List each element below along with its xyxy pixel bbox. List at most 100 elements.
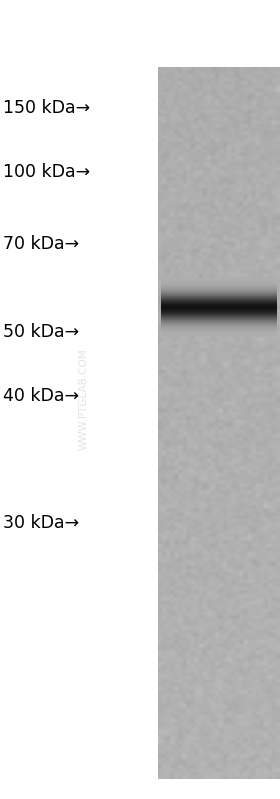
Bar bbox=[161, 317, 277, 318]
Bar bbox=[161, 322, 277, 323]
Bar bbox=[161, 293, 277, 294]
Bar bbox=[161, 297, 277, 298]
Bar bbox=[161, 293, 277, 294]
Bar bbox=[161, 325, 277, 326]
Bar bbox=[161, 321, 277, 322]
Bar bbox=[161, 286, 277, 287]
Bar bbox=[161, 290, 277, 291]
Bar bbox=[161, 304, 277, 305]
Bar bbox=[161, 281, 277, 283]
Bar bbox=[161, 323, 277, 324]
Bar bbox=[161, 305, 277, 306]
Bar bbox=[161, 324, 277, 325]
Bar bbox=[161, 334, 277, 336]
Bar bbox=[161, 303, 277, 304]
Bar bbox=[161, 287, 277, 288]
Bar bbox=[161, 322, 277, 323]
Bar bbox=[161, 314, 277, 315]
Bar bbox=[161, 318, 277, 320]
Bar bbox=[161, 321, 277, 322]
Bar bbox=[161, 291, 277, 292]
Bar bbox=[158, 68, 280, 779]
Bar bbox=[161, 321, 277, 322]
Bar bbox=[161, 307, 277, 308]
Bar bbox=[161, 333, 277, 334]
Bar bbox=[161, 286, 277, 287]
Bar bbox=[161, 302, 277, 303]
Bar bbox=[161, 330, 277, 331]
Bar bbox=[161, 312, 277, 313]
Bar bbox=[161, 306, 277, 307]
Bar bbox=[161, 323, 277, 324]
Bar bbox=[161, 329, 277, 330]
Bar bbox=[161, 309, 277, 310]
Bar bbox=[161, 298, 277, 299]
Bar bbox=[161, 316, 277, 317]
Bar bbox=[161, 280, 277, 282]
Bar bbox=[161, 302, 277, 304]
Bar bbox=[161, 300, 277, 301]
Bar bbox=[161, 316, 277, 317]
Bar bbox=[161, 327, 277, 328]
Bar bbox=[161, 279, 277, 280]
Bar bbox=[161, 281, 277, 282]
Bar bbox=[161, 315, 277, 316]
Bar bbox=[161, 301, 277, 302]
Bar bbox=[161, 317, 277, 318]
Bar bbox=[161, 331, 277, 332]
Bar bbox=[161, 332, 277, 334]
Bar bbox=[161, 299, 277, 300]
Bar bbox=[161, 327, 277, 328]
Bar bbox=[161, 331, 277, 332]
Bar bbox=[161, 313, 277, 315]
Bar bbox=[161, 285, 277, 286]
Bar bbox=[161, 335, 277, 336]
Bar bbox=[161, 301, 277, 302]
Bar bbox=[161, 324, 277, 325]
Bar bbox=[161, 330, 277, 331]
Bar bbox=[161, 292, 277, 293]
Bar bbox=[161, 282, 277, 284]
Bar bbox=[161, 324, 277, 326]
Bar bbox=[161, 298, 277, 299]
Bar bbox=[161, 292, 277, 294]
Bar bbox=[161, 314, 277, 315]
Bar bbox=[161, 280, 277, 281]
Bar bbox=[161, 308, 277, 309]
Bar bbox=[161, 284, 277, 286]
Bar bbox=[161, 307, 277, 308]
Bar bbox=[161, 324, 277, 325]
Bar bbox=[161, 328, 277, 329]
Bar bbox=[161, 293, 277, 295]
Bar bbox=[161, 300, 277, 302]
Bar bbox=[161, 318, 277, 319]
Bar bbox=[161, 300, 277, 301]
Bar bbox=[161, 311, 277, 312]
Bar bbox=[161, 305, 277, 307]
Bar bbox=[161, 316, 277, 317]
Bar bbox=[161, 296, 277, 297]
Bar bbox=[161, 299, 277, 300]
Bar bbox=[161, 318, 277, 319]
Bar bbox=[161, 326, 277, 327]
Bar bbox=[161, 326, 277, 327]
Bar bbox=[161, 333, 277, 335]
Bar bbox=[161, 290, 277, 291]
Bar bbox=[161, 288, 277, 289]
Bar bbox=[161, 330, 277, 331]
Bar bbox=[161, 335, 277, 336]
Bar bbox=[161, 303, 277, 304]
Bar bbox=[161, 295, 277, 296]
Bar bbox=[161, 310, 277, 311]
Bar bbox=[161, 316, 277, 317]
Bar bbox=[161, 316, 277, 318]
Bar bbox=[161, 294, 277, 295]
Bar bbox=[161, 312, 277, 313]
Bar bbox=[161, 306, 277, 307]
Bar bbox=[161, 289, 277, 290]
Bar bbox=[161, 283, 277, 284]
Bar bbox=[161, 308, 277, 309]
Bar bbox=[161, 298, 277, 300]
Bar bbox=[161, 329, 277, 331]
Bar bbox=[161, 311, 277, 312]
